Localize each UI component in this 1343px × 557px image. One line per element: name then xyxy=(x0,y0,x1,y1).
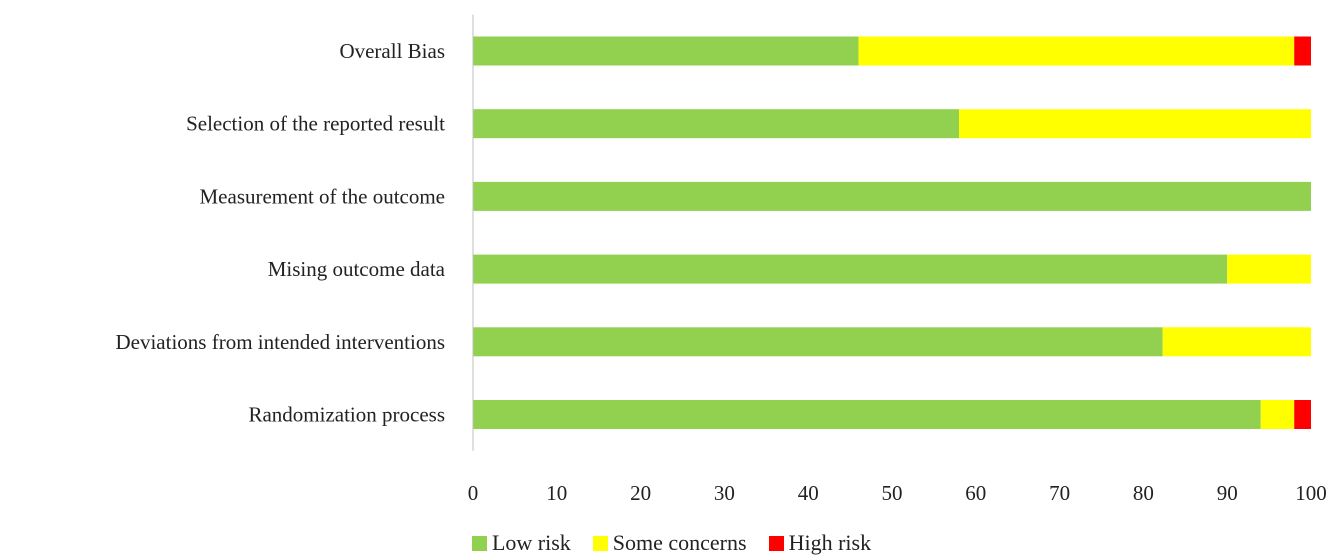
bar-measurement-of-the-outcome-low-risk xyxy=(473,181,1311,211)
legend-swatch-high-risk xyxy=(768,535,784,551)
legend: Low risk Some concerns High risk xyxy=(0,530,1343,556)
bar-selection-of-the-reported-result-low-risk xyxy=(473,109,960,139)
legend-label-some-concerns: Some concerns xyxy=(612,530,747,555)
x-tick-label-30: 30 xyxy=(714,481,735,505)
x-tick-label-90: 90 xyxy=(1217,481,1238,505)
legend-item-high-risk: High risk xyxy=(768,530,872,556)
legend-swatch-low-risk xyxy=(471,535,487,551)
bar-randomization-process-some-concerns xyxy=(1260,400,1295,429)
bar-overall-bias-some-concerns xyxy=(858,36,1295,66)
legend-swatch-some-concerns xyxy=(592,535,608,551)
bar-randomization-process-low-risk xyxy=(473,400,1261,429)
bar-overall-bias-high-risk xyxy=(1294,36,1311,66)
legend-label-low-risk: Low risk xyxy=(491,530,571,555)
x-tick-labels: 0 10 20 30 40 50 60 70 80 90 100 xyxy=(468,481,1327,505)
bar-deviations-from-intended-interventions-some-concerns xyxy=(1162,327,1311,357)
x-tick-label-50: 50 xyxy=(882,481,903,505)
x-tick-label-20: 20 xyxy=(630,481,651,505)
bar-randomization-process-high-risk xyxy=(1294,400,1311,429)
x-tick-label-100: 100 xyxy=(1295,481,1327,505)
category-label-randomization-process: Randomization process xyxy=(248,403,445,427)
x-tick-label-0: 0 xyxy=(468,481,479,505)
category-labels: Overall Bias Selection of the reported re… xyxy=(115,39,445,427)
legend-item-low-risk: Low risk xyxy=(471,530,571,556)
x-tick-label-40: 40 xyxy=(798,481,819,505)
bar-mising-outcome-data-low-risk xyxy=(473,254,1228,284)
bar-deviations-from-intended-interventions-low-risk xyxy=(473,327,1163,357)
x-tick-label-70: 70 xyxy=(1049,481,1070,505)
legend-item-some-concerns: Some concerns xyxy=(592,530,747,556)
category-label-overall-bias: Overall Bias xyxy=(339,39,445,63)
bar-selection-of-the-reported-result-some-concerns xyxy=(959,109,1311,139)
category-label-selection-of-the-reported-result: Selection of the reported result xyxy=(186,112,445,136)
category-label-measurement-of-the-outcome: Measurement of the outcome xyxy=(200,184,446,208)
x-tick-label-10: 10 xyxy=(546,481,567,505)
bar-overall-bias-low-risk xyxy=(473,36,859,66)
x-tick-label-60: 60 xyxy=(965,481,986,505)
category-label-deviations-from-intended-interventions: Deviations from intended interventions xyxy=(115,330,445,354)
category-label-mising-outcome-data: Mising outcome data xyxy=(268,257,446,281)
bars-group xyxy=(473,36,1311,429)
bar-mising-outcome-data-some-concerns xyxy=(1227,254,1311,284)
legend-label-high-risk: High risk xyxy=(788,530,872,555)
x-tick-label-80: 80 xyxy=(1133,481,1154,505)
